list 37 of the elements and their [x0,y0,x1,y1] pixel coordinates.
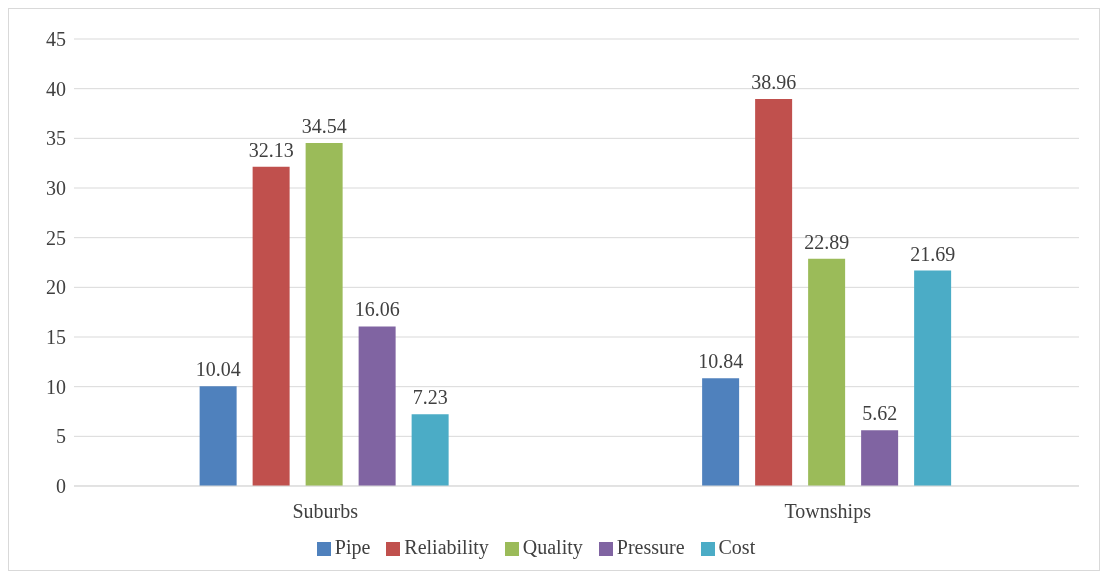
bar [808,258,846,486]
bar [755,99,793,486]
x-tick-label: Townships [784,500,872,524]
legend-label: Quality [522,536,583,558]
bar [914,270,952,486]
y-tick-label: 15 [46,326,66,349]
data-label: 7.23 [412,386,448,409]
data-label: 10.04 [195,358,241,381]
data-label: 32.13 [248,138,294,161]
data-label: 21.69 [910,242,956,265]
bar [861,430,899,486]
legend-label: Pipe [334,536,371,558]
x-tick-label: Suburbs [292,500,359,523]
data-label: 10.84 [698,350,744,373]
y-tick-label: 25 [46,226,66,249]
legend-label: Cost [718,536,756,558]
data-label: 22.89 [804,230,850,253]
y-tick-label: 40 [46,77,66,100]
y-tick-label: 0 [56,475,66,498]
y-tick-label: 20 [46,276,66,299]
y-tick-label: 10 [46,375,66,398]
y-tick-label: 30 [46,177,66,200]
y-tick-label: 35 [46,127,66,150]
bar [358,326,396,486]
data-label: 5.62 [862,402,898,425]
bar [411,414,449,486]
legend-label: Pressure [616,536,685,558]
y-tick-label: 5 [56,425,66,448]
bar [199,386,237,486]
legend-label: Reliability [404,536,489,558]
bar [305,142,343,486]
bar [702,378,740,486]
data-label: 38.96 [751,71,797,93]
y-tick-label: 45 [46,28,66,51]
data-label: 34.54 [301,114,347,137]
data-label: 16.06 [354,298,400,321]
bar [252,166,290,486]
